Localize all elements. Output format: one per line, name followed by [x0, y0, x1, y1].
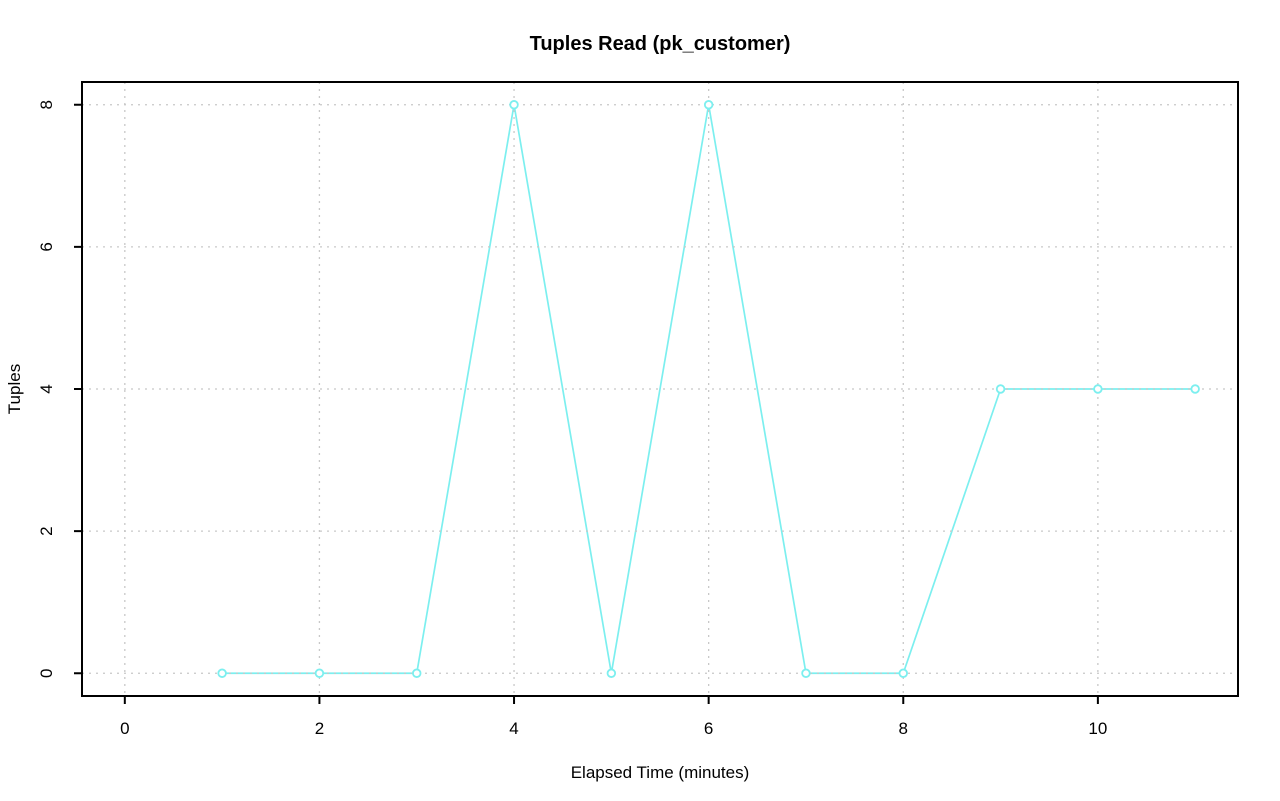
y-tick-label: 2: [37, 526, 56, 535]
x-tick-label: 6: [704, 719, 713, 738]
y-tick-label: 6: [37, 242, 56, 251]
x-tick-label: 0: [120, 719, 129, 738]
data-point: [217, 668, 227, 678]
data-point: [412, 668, 422, 678]
y-tick-label: 4: [37, 384, 56, 393]
data-point: [314, 668, 325, 678]
y-axis-label: Tuples: [5, 364, 24, 414]
x-tick-label: 2: [315, 719, 324, 738]
x-tick-label: 8: [899, 719, 908, 738]
data-point: [509, 100, 519, 110]
data-point: [1093, 384, 1103, 394]
y-tick-label: 8: [37, 100, 56, 109]
chart-title: Tuples Read (pk_customer): [530, 33, 791, 55]
data-point: [801, 668, 811, 678]
data-point: [606, 668, 617, 678]
x-tick-label: 10: [1088, 719, 1107, 738]
axis-layer: 0 2 4 6 8 10 0 2 4 6 8: [37, 81, 1239, 738]
x-tick-label: 4: [509, 719, 518, 738]
data-point: [1190, 384, 1200, 394]
x-axis-label: Elapsed Time (minutes): [571, 763, 750, 782]
points-layer: [217, 100, 1200, 678]
data-point: [703, 100, 714, 110]
data-point: [898, 668, 908, 678]
data-point: [995, 384, 1006, 394]
grid-layer: [82, 82, 1238, 696]
y-tick-label: 0: [37, 669, 56, 678]
